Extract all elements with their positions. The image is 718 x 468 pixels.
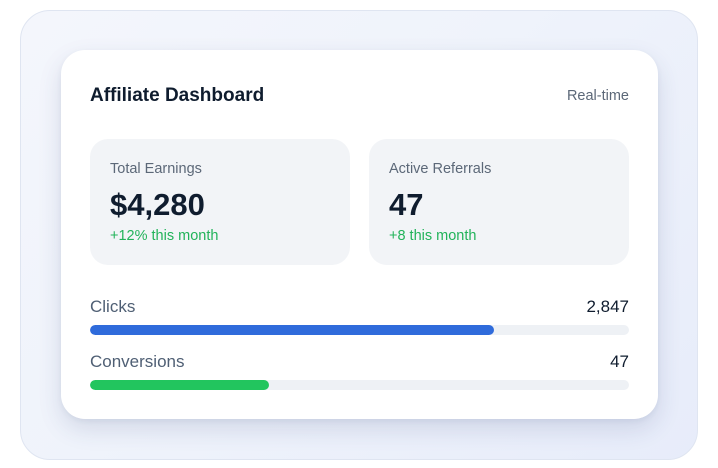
stat-card-referrals[interactable]: Active Referrals 47 +8 this month xyxy=(369,139,629,265)
metric-value: 47 xyxy=(610,352,629,371)
conversions-progress-bar xyxy=(90,380,270,390)
realtime-indicator[interactable]: Real-time xyxy=(566,88,629,104)
stat-label: Total Earnings xyxy=(110,161,202,177)
metric-row: Clicks 2,847 xyxy=(90,296,629,318)
stat-value: 47 xyxy=(389,187,424,222)
clicks-progress-bar xyxy=(90,325,495,335)
stats-row: Total Earnings $4,280 +12% this month Ac… xyxy=(90,139,629,265)
affiliate-dashboard-card: Affiliate Dashboard Real-time Total Earn… xyxy=(61,50,658,419)
dashboard-title: Affiliate Dashboard xyxy=(90,85,265,106)
stat-value: $4,280 xyxy=(110,187,205,222)
progress-track xyxy=(90,380,629,390)
card-header: Affiliate Dashboard Real-time xyxy=(90,83,629,109)
stat-card-earnings[interactable]: Total Earnings $4,280 +12% this month xyxy=(90,139,350,265)
metric-conversions: Conversions 47 xyxy=(90,351,629,390)
stat-delta: +8 this month xyxy=(389,228,477,244)
stat-label: Active Referrals xyxy=(389,161,492,177)
metric-row: Conversions 47 xyxy=(90,351,629,373)
metric-label: Clicks xyxy=(90,297,136,316)
progress-track xyxy=(90,325,629,335)
metric-label: Conversions xyxy=(90,352,185,371)
stat-delta: +12% this month xyxy=(110,228,219,244)
metric-clicks: Clicks 2,847 xyxy=(90,296,629,335)
metric-value: 2,847 xyxy=(586,297,629,316)
